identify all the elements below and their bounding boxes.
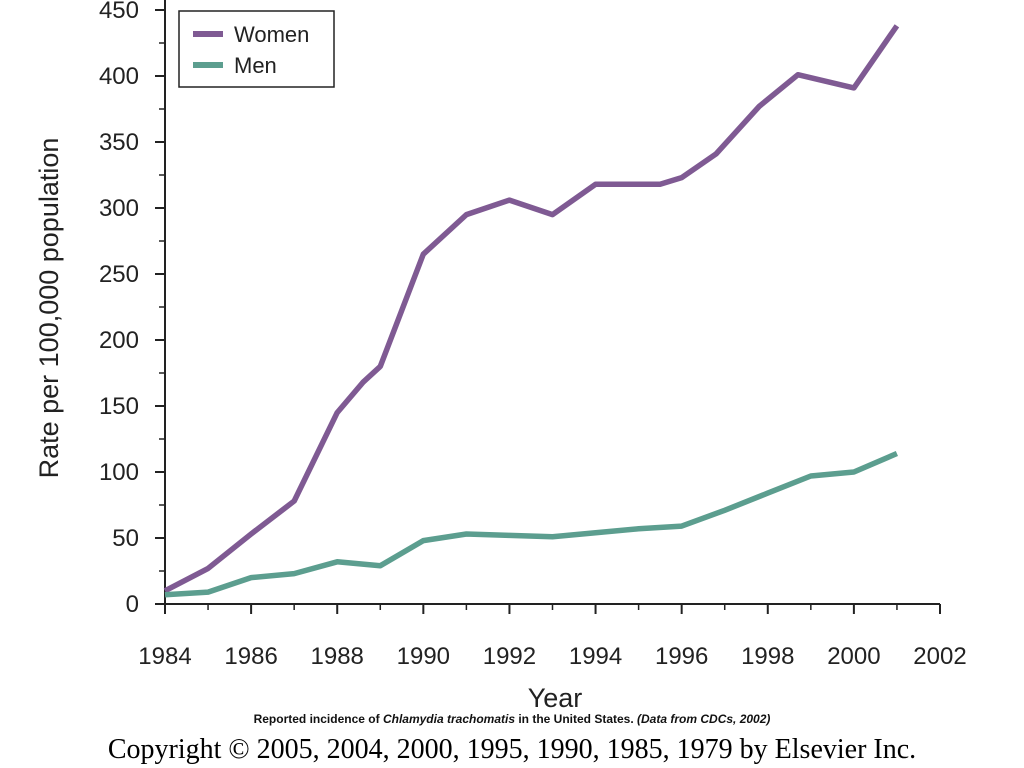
legend-box [178, 10, 335, 88]
x-tick-label: 2000 [827, 643, 880, 670]
y-tick-label: 350 [99, 129, 139, 156]
x-tick-label: 2002 [913, 643, 966, 670]
caption-middle: in the United States. [515, 712, 638, 726]
legend: Women Men [178, 10, 335, 88]
y-tick-label: 0 [126, 591, 139, 618]
x-tick-label: 1994 [569, 643, 622, 670]
x-tick-label: 1990 [397, 643, 450, 670]
caption-source: (Data from CDCs, 2002) [637, 712, 771, 726]
y-tick-label: 300 [99, 195, 139, 222]
y-tick-label: 400 [99, 63, 139, 90]
x-tick-label: 1996 [655, 643, 708, 670]
series-line-men [164, 450, 898, 598]
y-ticks: 0 50 100 150 200 250 300 350 400 450 [99, 0, 165, 618]
legend-label-women: Women [234, 22, 309, 47]
copyright-notice: Copyright © 2005, 2004, 2000, 1995, 1990… [107, 734, 917, 765]
y-tick-label: 150 [99, 393, 139, 420]
figure-caption: Reported incidence of Chlamydia trachoma… [0, 712, 1024, 726]
y-tick-label: 250 [99, 261, 139, 288]
x-ticks: 1984 1986 1988 1990 1992 1994 1996 1998 2000 2002 [138, 604, 967, 670]
legend-label-men: Men [234, 53, 277, 78]
y-tick-label: 50 [112, 525, 139, 552]
y-tick-label: 200 [99, 327, 139, 354]
y-axis: 0 50 100 150 200 250 300 350 400 450 [99, 0, 166, 618]
series-layer [163, 24, 900, 598]
line-chart: 0 50 100 150 200 250 300 350 400 450 1984 1986 1988… [34, 0, 967, 710]
x-tick-label: 1988 [311, 643, 364, 670]
x-tick-label: 1992 [483, 643, 536, 670]
y-axis-title: Rate per 100,000 population [34, 138, 64, 479]
x-axis-title: Year [528, 683, 583, 710]
series-line-women [163, 24, 900, 594]
caption-prefix: Reported incidence of [253, 712, 383, 726]
caption-species: Chlamydia trachomatis [382, 712, 515, 726]
x-tick-label: 1984 [138, 643, 191, 670]
x-tick-label: 1986 [224, 643, 277, 670]
x-tick-label: 1998 [741, 643, 794, 670]
x-axis: 1984 1986 1988 1990 1992 1994 1996 1998 2000 2002 [138, 603, 967, 670]
y-tick-label: 100 [99, 459, 139, 486]
y-tick-label: 450 [99, 0, 139, 24]
